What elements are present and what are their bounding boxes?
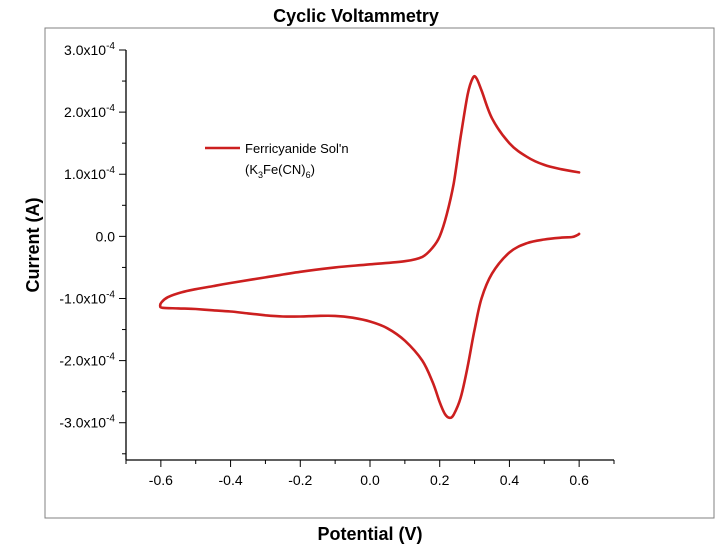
- y-axis-label: Current (A): [23, 198, 43, 293]
- x-axis-label: Potential (V): [317, 524, 422, 544]
- figure-border: [44, 27, 715, 519]
- x-tick-label: 0.4: [500, 472, 520, 488]
- y-tick-label: 3.0x10-4: [64, 41, 115, 58]
- legend-label: Ferricyanide Sol'n: [245, 141, 349, 156]
- chart-title: Cyclic Voltammetry: [273, 6, 439, 26]
- x-tick-label: 0.0: [360, 472, 380, 488]
- y-tick-label: 1.0x10-4: [64, 165, 115, 182]
- legend: Ferricyanide Sol'n (K3Fe(CN)6): [205, 141, 349, 180]
- x-tick-group: -0.6 -0.4 -0.2 0.0 0.2 0.4 0.6: [125, 460, 615, 488]
- y-tick-label: 2.0x10-4: [64, 103, 115, 120]
- series-line-ferricyanide: [158, 74, 581, 420]
- x-tick-label: 0.2: [430, 472, 450, 488]
- y-tick-label: -1.0x10-4: [59, 289, 115, 306]
- y-tick-label: 0.0: [96, 228, 116, 244]
- x-tick-label: 0.6: [569, 472, 589, 488]
- legend-formula: (K3Fe(CN)6): [245, 162, 315, 180]
- y-tick-label: -3.0x10-4: [59, 414, 115, 431]
- x-tick-label: -0.2: [288, 472, 312, 488]
- x-tick-label: -0.4: [219, 472, 243, 488]
- y-tick-group: 3.0x10-4 2.0x10-4 1.0x10-4 0.0 -1.0x10-4 -2.0…: [59, 41, 126, 455]
- x-tick-label: -0.6: [149, 472, 173, 488]
- y-tick-label: -2.0x10-4: [59, 352, 115, 369]
